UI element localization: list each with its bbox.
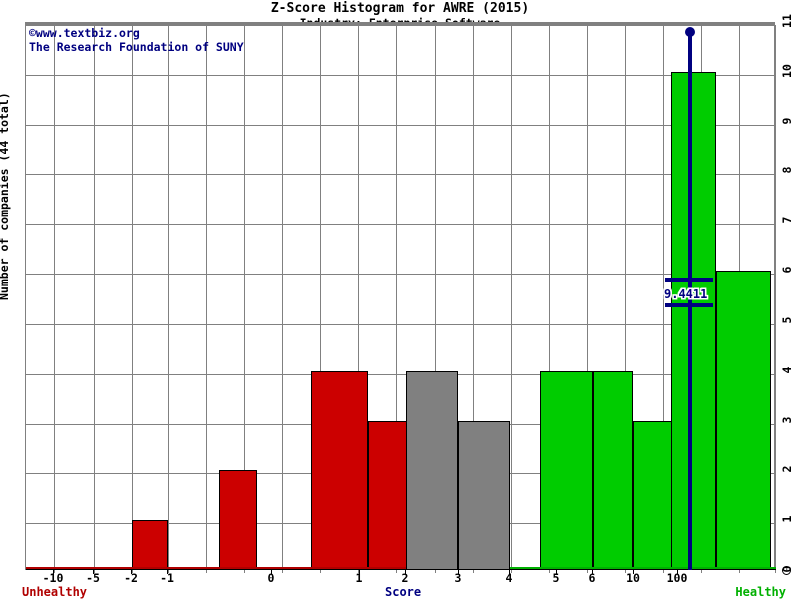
y-axis-tick-label: 11 xyxy=(780,14,794,28)
y-axis-tick-label: 9 xyxy=(780,117,794,125)
gridline-horizontal xyxy=(26,373,776,375)
y-axis-tick-label: 1 xyxy=(780,515,794,523)
x-axis-tick-mark xyxy=(405,570,406,574)
x-axis-tick-mark xyxy=(271,570,272,574)
x-axis-tick-label: -2 xyxy=(124,571,138,585)
x-axis-tick-mark xyxy=(633,570,634,574)
gridline-vertical xyxy=(206,25,207,573)
gridline-vertical xyxy=(473,25,474,573)
x-axis-tick-mark xyxy=(458,570,459,574)
chart-title: Z-Score Histogram for AWRE (2015) xyxy=(270,1,530,16)
gridline-vertical xyxy=(168,25,169,573)
gridline-vertical xyxy=(663,25,664,573)
gridline-vertical xyxy=(625,25,626,573)
histogram-bar xyxy=(458,420,510,570)
y-axis-tick-label: 8 xyxy=(780,166,794,174)
histogram-bar xyxy=(671,71,716,570)
marker-cap-upper xyxy=(665,278,713,283)
plot-area: 9.4411 xyxy=(25,22,776,573)
x-axis-title: Score xyxy=(385,585,422,599)
healthy-label: Healthy xyxy=(735,585,786,599)
gridline-vertical xyxy=(587,25,588,573)
gridline-vertical xyxy=(549,25,550,573)
gridline-vertical xyxy=(94,25,95,573)
x-axis-tick-label: -5 xyxy=(86,571,100,585)
y-axis-tick-label: 7 xyxy=(780,216,794,224)
y-axis-tick-label: 3 xyxy=(780,416,794,423)
histogram-bar xyxy=(219,470,257,570)
x-axis-tick-label: 3 xyxy=(454,571,462,585)
x-axis-tick-label: 4 xyxy=(505,571,513,585)
gridline-horizontal xyxy=(26,25,776,26)
baseline-rule xyxy=(26,569,776,570)
x-axis-tick-label: 10 xyxy=(626,571,640,585)
y-axis-tick-label: 2 xyxy=(780,465,794,473)
gridline-vertical xyxy=(511,25,512,573)
histogram-bar xyxy=(132,520,168,570)
x-axis-tick-mark xyxy=(359,570,360,574)
baseline-healthy-segment xyxy=(510,567,776,570)
unhealthy-label: Unhealthy xyxy=(22,585,88,599)
x-axis-tick-mark xyxy=(509,570,510,574)
y-axis-label: Number of companies (44 total) xyxy=(0,92,11,300)
gridline-vertical xyxy=(396,25,397,573)
marker-value-label: 9.4411 xyxy=(664,286,708,301)
y-axis-tick-label: 10 xyxy=(780,63,794,78)
histogram-bar xyxy=(716,271,771,570)
gridline-vertical xyxy=(54,25,55,573)
x-axis-tick-label: -10 xyxy=(42,571,64,585)
marker-stem xyxy=(688,31,692,570)
y-axis-tick-label: 6 xyxy=(780,266,794,274)
gridline-horizontal xyxy=(26,174,776,176)
gridline-vertical xyxy=(282,25,283,573)
x-axis-tick-mark xyxy=(677,570,678,574)
histogram-bar xyxy=(540,370,593,570)
x-axis-tick-label: 2 xyxy=(401,571,409,585)
gridline-horizontal xyxy=(26,323,776,325)
x-axis-tick-mark xyxy=(167,570,168,574)
x-axis-tick-label: 0 xyxy=(267,571,275,585)
histogram-bar xyxy=(311,370,368,570)
x-axis-tick-label: 5 xyxy=(552,571,560,585)
marker-dot-icon xyxy=(685,26,695,37)
gridline-vertical xyxy=(435,25,436,573)
y-axis-tick-label: 5 xyxy=(780,316,794,324)
gridline-vertical xyxy=(132,25,133,573)
x-axis-tick-mark xyxy=(53,570,54,574)
histogram-bar xyxy=(406,370,458,570)
gridline-vertical xyxy=(358,25,359,573)
gridline-horizontal xyxy=(26,274,776,276)
marker-cap-lower xyxy=(665,302,713,307)
gridline-vertical xyxy=(244,25,245,573)
gridline-vertical xyxy=(320,25,321,573)
x-axis-tick-label: 100 xyxy=(666,571,688,585)
x-axis-tick-mark xyxy=(556,570,557,574)
x-axis-tick-label: 6 xyxy=(588,571,596,585)
credits-line-1: ©www.textbiz.org xyxy=(29,26,140,40)
gridline-horizontal xyxy=(26,74,776,76)
credits-line-2: The Research Foundation of SUNY xyxy=(29,40,244,54)
baseline-unhealthy-segment xyxy=(26,567,406,570)
x-axis-tick-label: -1 xyxy=(160,571,174,585)
credits-block: ©www.textbiz.org The Research Foundation… xyxy=(29,26,244,54)
x-axis-tick-mark xyxy=(131,570,132,574)
x-axis-tick-mark xyxy=(592,570,593,574)
gridline-vertical xyxy=(775,25,776,573)
axis-end-cap-icon xyxy=(782,566,791,575)
gridline-horizontal xyxy=(26,124,776,126)
x-axis-tick-mark xyxy=(93,570,94,574)
gridline-horizontal xyxy=(26,224,776,226)
y-axis-tick-label: 4 xyxy=(780,366,794,374)
x-axis-tick-label: 1 xyxy=(355,571,363,585)
histogram-bar xyxy=(593,370,633,570)
